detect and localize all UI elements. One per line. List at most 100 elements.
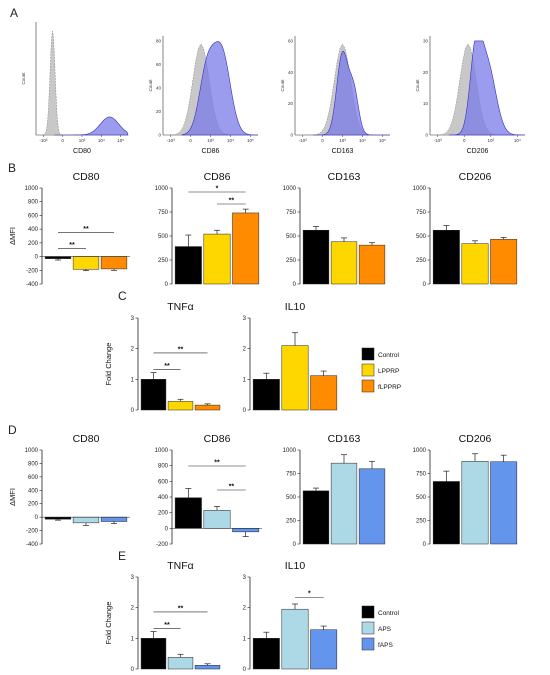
bar bbox=[194, 404, 221, 411]
y-tick-label: 0 bbox=[293, 282, 297, 288]
chart-title: IL10 bbox=[285, 301, 306, 313]
histogram-x-tick-label: -10³ bbox=[39, 138, 48, 143]
chart-title: TNFα bbox=[167, 301, 193, 313]
bar-chart-c1: TNFα 0 1 2 3 Fold Change ** ** bbox=[104, 301, 221, 414]
y-tick-label: 2 bbox=[131, 606, 135, 612]
significance-label: ** bbox=[164, 622, 170, 629]
bar bbox=[302, 229, 330, 285]
bar bbox=[232, 528, 260, 533]
histogram-a2: -10³ 0 10³ 10⁴ 10⁵ 0 20 40 60 80 CD86 Count bbox=[148, 36, 259, 155]
y-tick-label: 0 bbox=[243, 408, 247, 414]
histogram-x-label: CD163 bbox=[332, 148, 354, 155]
histogram-x-tick-label: 10³ bbox=[207, 138, 214, 143]
bar bbox=[302, 490, 330, 545]
bar bbox=[461, 461, 489, 545]
y-axis-label: Fold Change bbox=[104, 602, 113, 645]
histogram-a3: -10³ 0 10³ 10⁴ 10⁵ 0 20 40 60 CD163 Count bbox=[280, 36, 390, 155]
bar bbox=[358, 244, 386, 285]
bar-chart-c2: IL10 0 1 2 3 bbox=[243, 301, 338, 414]
chart-title: CD80 bbox=[73, 171, 100, 183]
y-tick-label: 250 bbox=[158, 258, 169, 264]
y-tick-label: 2 bbox=[131, 347, 135, 353]
y-tick-label: 200 bbox=[28, 241, 39, 247]
bar bbox=[330, 241, 358, 285]
histogram-x-tick-label: 10⁵ bbox=[379, 138, 386, 143]
bar bbox=[461, 243, 489, 285]
y-tick-label: 800 bbox=[28, 461, 39, 467]
y-tick-label: 1 bbox=[243, 636, 247, 642]
bar-chart-d2: CD86 -200 0 200 400 600 800 1000 ** ** bbox=[155, 433, 262, 548]
histogram-y-tick-label: 0 bbox=[158, 133, 161, 138]
bar bbox=[432, 481, 460, 545]
y-axis-label: ΔMFI bbox=[8, 488, 17, 506]
histogram-y-tick-label: 40 bbox=[288, 70, 294, 75]
chart-title: CD80 bbox=[73, 433, 100, 445]
y-tick-label: 400 bbox=[28, 227, 39, 233]
histogram-y-tick-label: 60 bbox=[288, 38, 294, 43]
y-tick-label: 0 bbox=[423, 542, 427, 548]
significance-label: ** bbox=[214, 460, 220, 467]
histogram-y-tick-label: 80 bbox=[156, 38, 162, 43]
y-tick-label: 2 bbox=[243, 347, 247, 353]
y-tick-label: 500 bbox=[158, 234, 169, 240]
bar bbox=[310, 629, 338, 670]
chart-title: CD206 bbox=[459, 433, 492, 445]
histogram-x-tick-label: 0 bbox=[189, 138, 192, 143]
y-tick-label: 600 bbox=[28, 475, 39, 481]
sample-peak bbox=[448, 40, 526, 136]
y-tick-label: 1 bbox=[131, 377, 135, 383]
y-tick-label: -200 bbox=[26, 268, 39, 274]
histogram-x-tick-label: 10⁵ bbox=[117, 138, 124, 143]
legend-swatch bbox=[361, 621, 375, 635]
y-tick-label: 0 bbox=[243, 667, 247, 673]
bar bbox=[203, 510, 231, 529]
bar bbox=[194, 665, 221, 670]
bar-chart-e2: IL10 0 1 2 3 * bbox=[243, 560, 338, 673]
y-tick-label: 500 bbox=[416, 495, 427, 501]
bar bbox=[167, 401, 194, 411]
y-tick-label: 800 bbox=[28, 200, 39, 206]
histogram-x-tick-label: -10³ bbox=[299, 138, 308, 143]
bar bbox=[100, 256, 128, 270]
isotype-peak bbox=[42, 31, 63, 136]
legend-swatch bbox=[361, 605, 375, 619]
y-tick-label: 750 bbox=[416, 210, 427, 216]
significance-label: ** bbox=[178, 346, 184, 353]
histogram-y-label: Count bbox=[415, 79, 420, 92]
histogram-y-tick-label: 0 bbox=[425, 133, 428, 138]
significance-label: ** bbox=[164, 363, 170, 370]
significance-label: ** bbox=[83, 226, 89, 233]
isotype-peak bbox=[436, 43, 500, 136]
y-tick-label: 750 bbox=[286, 472, 297, 478]
y-tick-label: 1000 bbox=[283, 448, 297, 454]
y-tick-label: 1000 bbox=[413, 186, 427, 192]
bar bbox=[358, 468, 386, 545]
y-tick-label: 0 bbox=[35, 255, 39, 261]
y-tick-label: 600 bbox=[158, 479, 169, 485]
bar bbox=[44, 516, 72, 520]
y-tick-label: -200 bbox=[156, 542, 169, 548]
bar-chart-d4: CD206 0 250 500 750 1000 bbox=[413, 433, 518, 548]
legend-swatch bbox=[361, 363, 375, 377]
histogram-x-tick-label: 10⁴ bbox=[227, 138, 234, 143]
legend-label: Control bbox=[378, 610, 400, 617]
histogram-y-tick-label: 10 bbox=[423, 101, 429, 106]
chart-title: CD86 bbox=[204, 171, 231, 183]
bar bbox=[167, 657, 194, 670]
y-tick-label: 500 bbox=[416, 234, 427, 240]
histogram-x-tick-label: 10⁴ bbox=[359, 138, 366, 143]
y-tick-label: 750 bbox=[286, 210, 297, 216]
bar bbox=[281, 608, 309, 670]
y-tick-label: 200 bbox=[28, 502, 39, 508]
y-tick-label: 750 bbox=[158, 210, 169, 216]
y-tick-label: 400 bbox=[28, 488, 39, 494]
histogram-x-tick-label: 10⁴ bbox=[98, 138, 105, 143]
histogram-x-tick-label: 0 bbox=[321, 138, 324, 143]
legend-swatch bbox=[361, 347, 375, 361]
y-tick-label: 250 bbox=[286, 258, 297, 264]
significance-label: ** bbox=[69, 242, 75, 249]
y-tick-label: 200 bbox=[158, 511, 169, 517]
histogram-x-tick-label: 10⁴ bbox=[514, 138, 521, 143]
bar bbox=[72, 256, 100, 270]
histogram-a4: -10³ 0 10³ 10⁴ 0 10 20 30 CD206 Count bbox=[415, 36, 526, 155]
